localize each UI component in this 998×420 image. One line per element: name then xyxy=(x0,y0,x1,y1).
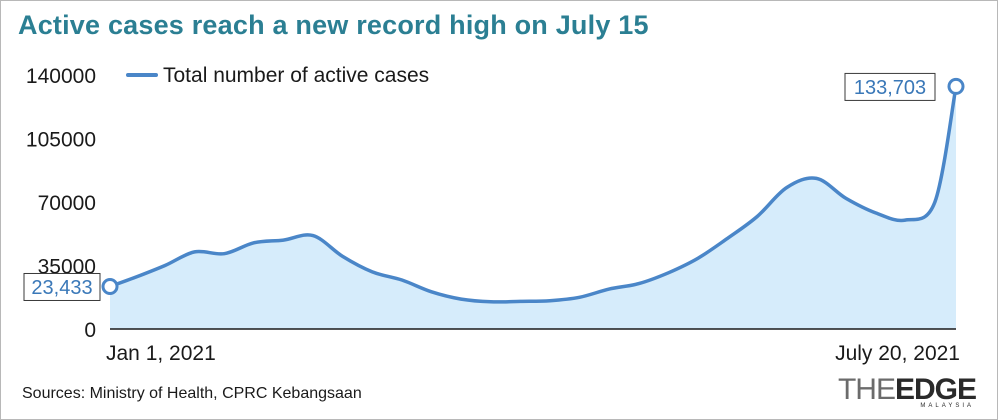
y-tick-label: 70000 xyxy=(38,192,96,215)
end-callout-text: 133,703 xyxy=(854,77,926,99)
the-edge-logo: THEEDGE MALAYSIA xyxy=(837,373,977,410)
x-axis: Jan 1, 2021 July 20, 2021 xyxy=(106,342,960,365)
chart-title: Active cases reach a new record high on … xyxy=(18,10,649,40)
start-callout-box xyxy=(23,272,101,301)
end-callout-box xyxy=(844,72,936,101)
end-marker xyxy=(947,77,965,95)
y-tick-label: 0 xyxy=(84,319,96,342)
y-tick-label: 140000 xyxy=(26,65,96,88)
source-note: Sources: Ministry of Health, CPRC Kebang… xyxy=(22,385,362,402)
start-marker xyxy=(101,277,119,295)
x-tick-label: July 20, 2021 xyxy=(835,342,960,365)
y-tick-label: 35000 xyxy=(38,256,96,279)
y-axis: 0 35000 70000 105000 140000 xyxy=(26,65,96,342)
legend-label: Total number of active cases xyxy=(163,64,429,87)
legend: Total number of active cases xyxy=(126,64,429,87)
series-line xyxy=(109,86,958,304)
start-value-callout: 23,433 xyxy=(23,272,119,301)
end-value-callout: 133,703 xyxy=(844,72,965,101)
y-tick-label: 105000 xyxy=(26,129,96,152)
start-callout-text: 23,433 xyxy=(31,277,92,299)
x-tick-label: Jan 1, 2021 xyxy=(106,342,216,365)
area-fill xyxy=(110,86,956,330)
